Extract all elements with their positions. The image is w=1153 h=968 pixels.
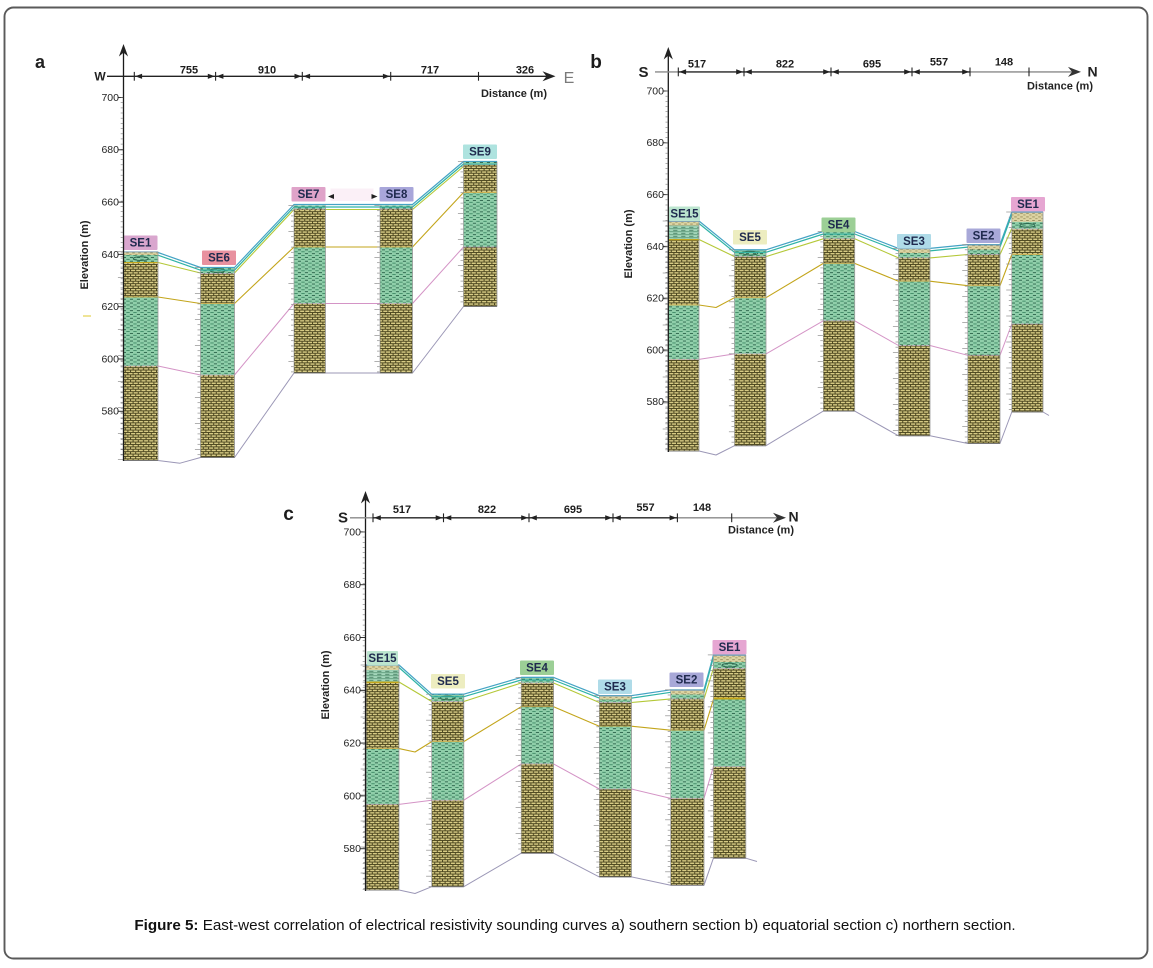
svg-text:557: 557 [930,57,948,69]
svg-text:620: 620 [343,738,361,750]
svg-text:822: 822 [776,59,794,71]
svg-text:SE1: SE1 [1017,199,1039,211]
svg-text:148: 148 [995,57,1013,69]
svg-text:SE3: SE3 [604,681,626,693]
svg-text:SE15: SE15 [670,208,699,220]
svg-text:Distance (m): Distance (m) [1027,81,1093,93]
svg-text:326: 326 [516,65,534,77]
svg-text:660: 660 [646,189,664,201]
svg-text:680: 680 [646,137,664,149]
svg-text:680: 680 [343,579,361,591]
svg-text:SE15: SE15 [368,653,397,665]
svg-text:695: 695 [564,504,582,516]
svg-text:N: N [788,509,798,525]
svg-text:600: 600 [101,353,119,365]
svg-text:910: 910 [258,65,276,77]
svg-text:620: 620 [101,301,119,313]
svg-text:S: S [638,64,648,81]
svg-text:N: N [1087,64,1097,80]
svg-text:695: 695 [863,59,881,71]
svg-text:SE7: SE7 [298,189,320,201]
svg-text:E: E [564,70,575,87]
svg-text:W: W [94,70,106,84]
svg-text:SE1: SE1 [719,642,741,654]
svg-text:580: 580 [646,396,664,408]
svg-text:700: 700 [646,85,664,97]
svg-text:Elevation (m): Elevation (m) [623,209,635,278]
svg-text:c: c [283,504,294,525]
svg-text:700: 700 [101,92,119,104]
svg-text:580: 580 [101,406,119,418]
svg-text:640: 640 [646,241,664,253]
svg-text:640: 640 [101,249,119,261]
svg-text:620: 620 [646,293,664,305]
svg-text:660: 660 [101,197,119,209]
svg-text:Elevation (m): Elevation (m) [320,650,332,719]
svg-text:SE3: SE3 [903,236,925,248]
svg-text:SE1: SE1 [130,237,152,249]
svg-text:517: 517 [393,504,411,516]
svg-text:SE5: SE5 [437,676,459,688]
svg-text:580: 580 [343,843,361,855]
svg-text:SE8: SE8 [386,189,408,201]
svg-text:SE4: SE4 [828,219,850,231]
svg-text:755: 755 [180,65,198,77]
svg-text:640: 640 [343,685,361,697]
svg-text:Distance (m): Distance (m) [728,525,794,537]
svg-text:517: 517 [688,59,706,71]
svg-text:148: 148 [693,502,711,514]
svg-text:SE5: SE5 [739,232,761,244]
svg-text:b: b [590,52,602,73]
svg-text:Distance (m): Distance (m) [481,88,547,100]
svg-text:Figure 5: East-west correlatio: Figure 5: East-west correlation of elect… [134,917,1015,934]
svg-text:600: 600 [646,344,664,356]
svg-text:a: a [35,52,46,72]
svg-text:SE9: SE9 [469,146,491,158]
svg-text:660: 660 [343,632,361,644]
svg-text:S: S [338,510,348,527]
svg-text:Elevation (m): Elevation (m) [79,220,91,289]
svg-text:600: 600 [343,790,361,802]
svg-text:822: 822 [478,504,496,516]
svg-text:680: 680 [101,144,119,156]
svg-text:SE4: SE4 [526,662,548,674]
svg-text:SE2: SE2 [676,674,698,686]
svg-text:557: 557 [636,502,654,514]
svg-text:SE6: SE6 [208,252,230,264]
svg-text:SE2: SE2 [973,230,995,242]
svg-text:717: 717 [421,65,439,77]
svg-text:700: 700 [343,526,361,538]
